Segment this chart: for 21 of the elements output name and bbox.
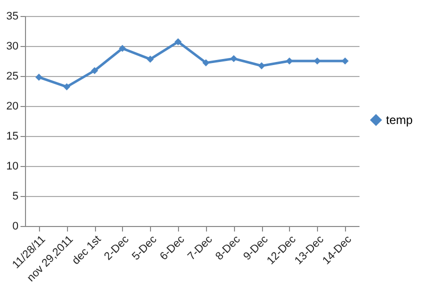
point xyxy=(286,57,293,65)
point xyxy=(230,55,238,62)
y-tick-label: 10 xyxy=(6,160,18,172)
y-tick-label: 20 xyxy=(6,100,18,112)
point xyxy=(342,57,349,65)
point xyxy=(314,57,321,65)
y-tick-label: 25 xyxy=(6,70,18,82)
point xyxy=(146,56,154,63)
point xyxy=(63,83,70,90)
point xyxy=(35,74,42,81)
point xyxy=(91,67,98,74)
legend-label: temp xyxy=(386,113,414,127)
point xyxy=(258,62,266,70)
y-tick-label: 5 xyxy=(12,190,18,202)
y-tick-label: 35 xyxy=(6,10,18,22)
point xyxy=(118,44,126,52)
y-tick-label: 0 xyxy=(12,220,18,232)
y-tick-label: 30 xyxy=(6,40,18,52)
point xyxy=(174,38,182,46)
y-tick-label: 15 xyxy=(6,130,18,142)
point xyxy=(202,59,210,66)
